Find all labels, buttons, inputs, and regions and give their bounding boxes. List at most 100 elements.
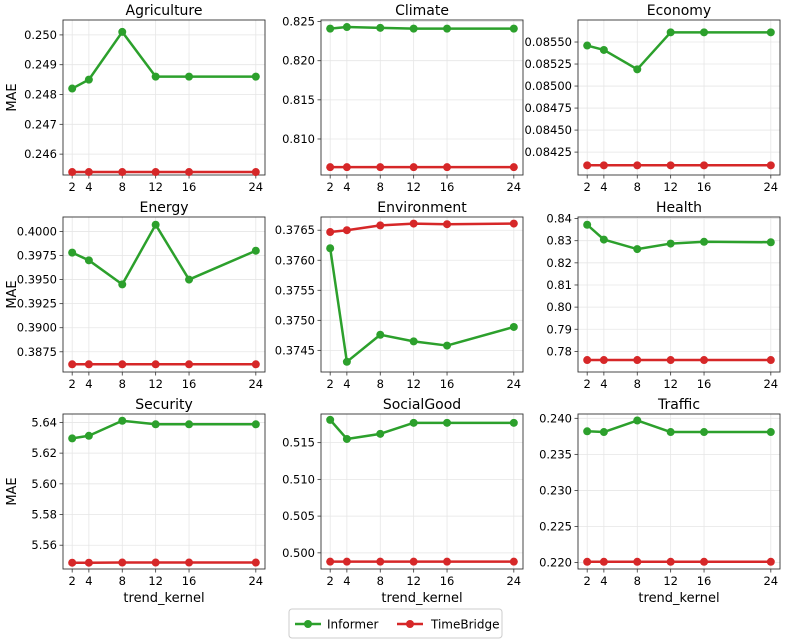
data-point [185,168,194,177]
y-axis-label: MAE [5,477,20,505]
x-tick-label: 12 [148,180,163,194]
x-tick-label: 2 [69,574,76,588]
x-tick-label: 8 [119,377,126,391]
subplot-economy: 2 4 8 12 16 24 0.08425 0.08450 0.08475 0.08500 0.0… [524,3,781,194]
x-tick-label: 16 [697,180,712,194]
x-tick-label: 16 [697,377,712,391]
data-point [700,356,709,365]
y-tick-label: 0.500 [282,546,315,560]
y-tick-label: 0.83 [546,234,572,248]
y-tick-label: 0.3925 [17,297,57,311]
series-timebridge [583,557,775,566]
data-point [599,356,608,365]
data-point [326,557,335,566]
data-point [583,161,592,170]
x-axis-label: trend_kernel [123,591,204,606]
data-point [409,24,418,33]
subplot-title: Traffic [657,397,700,413]
legend-label-timebridge: TimeBridge [430,618,499,632]
data-point [599,557,608,566]
y-tick-label: 5.62 [31,446,57,460]
data-point [700,28,709,37]
subplot-title: SocialGood [383,397,461,413]
data-point [185,275,194,284]
data-point [84,75,93,84]
x-tick-label: 24 [506,377,521,391]
data-point [509,557,518,566]
data-point [666,356,675,365]
legend-label-informer: Informer [327,618,379,632]
y-tick-label: 0.825 [282,15,315,29]
y-tick-label: 0.08475 [524,101,572,115]
x-tick-label: 8 [634,377,641,391]
data-point [766,28,775,37]
subplot-title: Economy [647,3,711,19]
series-informer [68,220,260,289]
x-tick-label: 16 [182,180,197,194]
data-point [409,418,418,427]
data-point [251,168,260,177]
data-point [151,168,160,177]
data-point [151,420,160,429]
plot-area [63,20,265,175]
x-tick-label: 2 [69,377,76,391]
x-axis-label: trend_kernel [381,591,462,606]
series-informer [326,244,518,366]
y-tick-label: 0.510 [282,472,315,486]
data-point [409,557,418,566]
x-tick-label: 2 [584,377,591,391]
series-line [328,248,515,364]
x-tick-label: 12 [406,180,421,194]
data-point [84,168,93,177]
y-tick-label: 5.64 [31,415,57,429]
x-tick-label: 16 [697,574,712,588]
y-tick-label: 0.505 [282,509,315,523]
legend-marker-timebridge [406,620,414,628]
subplot-grid: 2 4 8 12 16 240.2460.2470.2480.2490.250Agricu… [5,3,781,606]
data-point [599,428,608,437]
y-tick-label: 0.3745 [275,343,315,357]
data-point [666,239,675,248]
subplot-health: 2 4 8 12 16 24 0.78 0.79 0.80 0.81 0.82 0.83 0.84 Hea… [546,200,781,391]
axes-frame [577,413,781,570]
plot-area [578,20,780,175]
x-tick-label: 2 [327,377,334,391]
y-axis-label: MAE [5,83,20,111]
x-axis-label: trend_kernel [638,591,719,606]
plot-area [321,217,523,372]
y-tick-label: 0.3950 [17,273,57,287]
x-tick-label: 24 [506,574,521,588]
data-point [766,428,775,437]
y-tick-label: 0.225 [539,519,572,533]
data-point [666,28,675,37]
series-timebridge [326,219,518,237]
series-timebridge [583,161,775,170]
y-tick-label: 0.08425 [524,145,572,159]
x-tick-label: 4 [85,574,92,588]
data-point [118,360,127,369]
plot-area [63,414,265,569]
data-point [443,220,452,229]
x-tick-label: 2 [69,180,76,194]
data-point [766,557,775,566]
x-tick-label: 24 [763,574,778,588]
data-point [118,168,127,177]
x-tick-label: 2 [327,180,334,194]
x-tick-label: 24 [248,574,263,588]
data-point [376,429,385,438]
y-tick-label: 0.3900 [17,321,57,335]
data-point [68,84,77,93]
data-point [443,24,452,33]
series-informer [583,28,775,74]
data-point [700,237,709,246]
series-timebridge [68,558,260,567]
series-timebridge [68,360,260,369]
plot-area [321,414,523,569]
data-point [583,427,592,436]
x-tick-label: 4 [600,377,607,391]
y-tick-label: 5.58 [31,508,57,522]
x-tick-label: 2 [584,180,591,194]
y-tick-label: 0.3975 [17,249,57,263]
plot-area [321,20,523,175]
